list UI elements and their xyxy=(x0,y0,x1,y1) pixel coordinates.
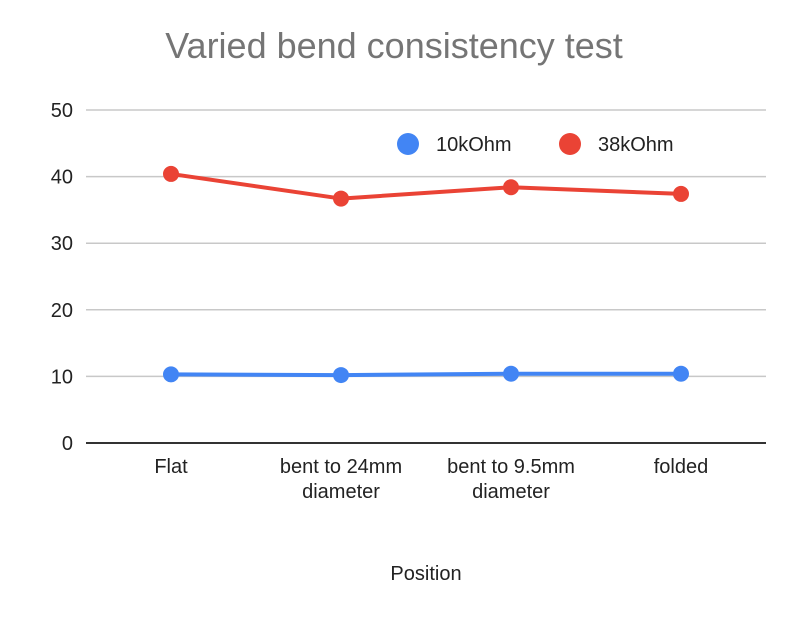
series-line xyxy=(169,171,683,201)
x-axis-category-labels: Flat bent to 24mm diameter bent to 9.5mm dia… xyxy=(154,456,708,503)
x-category-label: folded xyxy=(654,456,709,478)
data-point xyxy=(163,165,179,182)
y-tick-label: 30 xyxy=(51,233,73,255)
data-point xyxy=(503,179,519,196)
chart-title: Varied bend consistency test xyxy=(165,25,623,66)
gridlines xyxy=(86,109,766,444)
data-point xyxy=(333,190,349,207)
y-axis-tick-labels: 0 10 20 30 40 50 xyxy=(51,100,73,455)
y-tick-label: 20 xyxy=(51,300,73,322)
legend-swatch xyxy=(397,133,419,155)
legend-swatch xyxy=(559,133,581,155)
series-10kOhm xyxy=(163,365,689,384)
y-tick-label: 0 xyxy=(62,433,73,455)
data-point xyxy=(333,367,349,384)
y-tick-label: 50 xyxy=(51,100,73,122)
legend-item: 38kOhm xyxy=(559,133,674,156)
legend-label: 10kOhm xyxy=(436,134,512,156)
x-category-label: bent to 24mm diameter xyxy=(280,456,402,503)
legend-label: 38kOhm xyxy=(598,134,674,156)
series-lines xyxy=(163,165,689,384)
y-tick-label: 10 xyxy=(51,366,73,388)
series-line xyxy=(169,371,683,378)
data-point xyxy=(673,185,689,202)
x-axis-title: Position xyxy=(390,563,461,585)
legend: 10kOhm 38kOhm xyxy=(397,133,674,156)
x-category-label: Flat xyxy=(154,456,188,478)
data-point xyxy=(673,365,689,382)
y-tick-label: 40 xyxy=(51,167,73,189)
legend-item: 10kOhm xyxy=(397,133,512,156)
series-38kOhm xyxy=(163,165,689,207)
data-point xyxy=(163,366,179,383)
data-point xyxy=(503,365,519,382)
x-category-label: bent to 9.5mm diameter xyxy=(447,456,575,503)
